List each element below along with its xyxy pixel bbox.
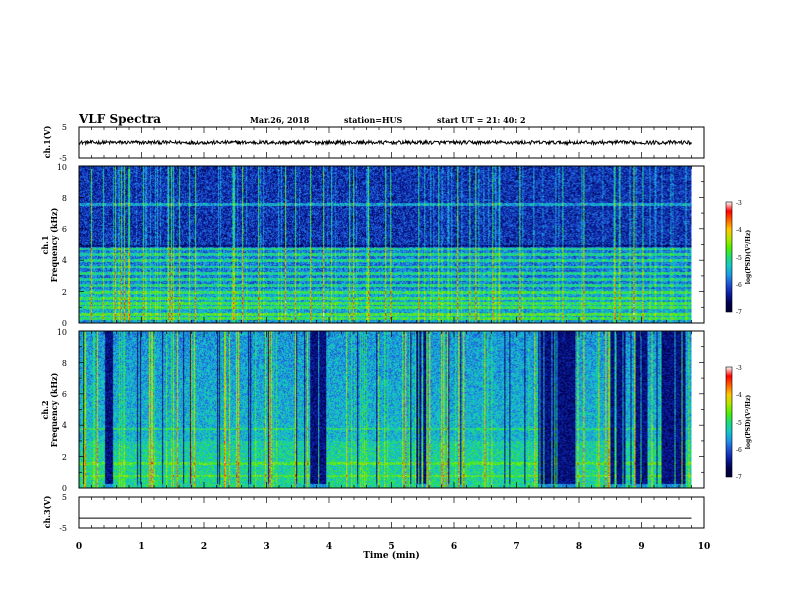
ch2-freq-tick-6: 6 xyxy=(62,390,67,399)
date-label: Mar.26, 2018 xyxy=(250,115,310,125)
ch1-colorbar-tick-m6: -6 xyxy=(736,282,742,289)
xtick-3: 3 xyxy=(263,542,269,552)
xtick-8: 8 xyxy=(576,542,582,552)
ch2-freq-tick-10: 10 xyxy=(57,328,67,337)
start-time-label: start UT = 21: 40: 2 xyxy=(437,115,526,125)
ch1-colorbar-tick-m5: -5 xyxy=(736,255,742,262)
ch1-voltage-ticks xyxy=(78,127,705,158)
ch1-spectrogram-image xyxy=(79,166,692,323)
xtick-2: 2 xyxy=(201,542,207,552)
ch1-freq-tick-10: 10 xyxy=(57,163,67,172)
figure-title: VLF Spectra xyxy=(78,112,161,126)
ch1-spectrogram-ylabel-channel: ch.1 xyxy=(40,235,50,254)
ch1-freq-tick-4: 4 xyxy=(62,256,67,265)
ch1-colorbar-tick-m4: -4 xyxy=(736,227,742,234)
ch3-voltage-ticks xyxy=(78,497,705,528)
xtick-10: 10 xyxy=(698,542,711,552)
xtick-1: 1 xyxy=(138,542,144,552)
ch1-freq-tick-6: 6 xyxy=(62,225,67,234)
ch2-freq-tick-0: 0 xyxy=(62,484,67,493)
ch1-colorbar-label: log(PSD)(V²/Hz) xyxy=(745,230,752,285)
ch2-spectrogram-ticks xyxy=(78,330,705,489)
ch1-freq-tick-0: 0 xyxy=(62,319,67,328)
ch2-spectrogram-ylabel-channel: ch.2 xyxy=(40,400,50,419)
figure-header: VLF Spectra Mar.26, 2018 station=HUS sta… xyxy=(78,112,526,126)
ch1-spectrogram-ylabel-frequency: Frequency (kHz) xyxy=(49,207,59,282)
xtick-7: 7 xyxy=(513,542,519,552)
ch1-colorbar-tick-m7: -7 xyxy=(736,309,742,316)
ch1-ytick-top: 5 xyxy=(62,123,67,132)
ch1-voltage-panel: 5 -5 ch.1(V) xyxy=(42,123,705,163)
ch1-voltage-trace xyxy=(79,138,692,147)
ch1-freq-tick-8: 8 xyxy=(62,194,67,203)
ch2-freq-tick-8: 8 xyxy=(62,359,67,368)
ch2-colorbar-tick-m7: -7 xyxy=(736,474,742,481)
ch1-freq-tick-2: 2 xyxy=(62,288,67,297)
ch1-colorbar-scale xyxy=(725,201,733,313)
ch1-ytick-bottom: -5 xyxy=(59,154,67,163)
ch1-spectrogram-panel: 0 2 4 6 8 10 ch.1 Frequency (kHz) xyxy=(40,163,705,328)
ch3-ytick-top: 5 xyxy=(62,493,67,502)
ch3-voltage-panel: 5 -5 ch.3(V) xyxy=(42,493,705,533)
ch3-ytick-bottom: -5 xyxy=(59,524,67,533)
xtick-5: 5 xyxy=(388,542,394,552)
ch2-colorbar-tick-m3: -3 xyxy=(736,365,742,372)
ch2-spectrogram-ylabel-frequency: Frequency (kHz) xyxy=(49,372,59,447)
xtick-6: 6 xyxy=(451,542,457,552)
ch1-colorbar-tick-m3: -3 xyxy=(736,200,742,207)
station-label: station=HUS xyxy=(344,115,403,125)
time-axis-label: Time (min) xyxy=(363,550,420,561)
ch2-colorbar: -3 -4 -5 -6 -7 log(PSD)(V²/Hz) xyxy=(725,365,752,481)
ch1-colorbar: -3 -4 -5 -6 -7 log(PSD)(V²/Hz) xyxy=(725,200,752,316)
ch2-colorbar-tick-m4: -4 xyxy=(736,392,742,399)
ch3-voltage-ylabel: ch.3(V) xyxy=(42,495,52,528)
ch2-colorbar-tick-m6: -6 xyxy=(736,447,742,454)
ch2-colorbar-label: log(PSD)(V²/Hz) xyxy=(745,395,752,450)
ch2-freq-tick-4: 4 xyxy=(62,421,67,430)
ch2-freq-tick-2: 2 xyxy=(62,453,67,462)
ch2-spectrogram-panel: 0 2 4 6 8 10 ch.2 Frequency (kHz) xyxy=(40,328,705,493)
ch2-spectrogram-image xyxy=(79,331,692,488)
xtick-9: 9 xyxy=(638,542,644,552)
ch2-colorbar-scale xyxy=(725,366,733,478)
xtick-0: 0 xyxy=(76,542,82,552)
ch1-voltage-ylabel: ch.1(V) xyxy=(42,125,52,158)
xtick-4: 4 xyxy=(326,542,332,552)
ch1-spectrogram-ticks xyxy=(78,165,705,324)
ch2-colorbar-tick-m5: -5 xyxy=(736,420,742,427)
time-axis: 0 1 2 3 4 5 6 7 8 9 10 Time (min) xyxy=(76,542,710,561)
